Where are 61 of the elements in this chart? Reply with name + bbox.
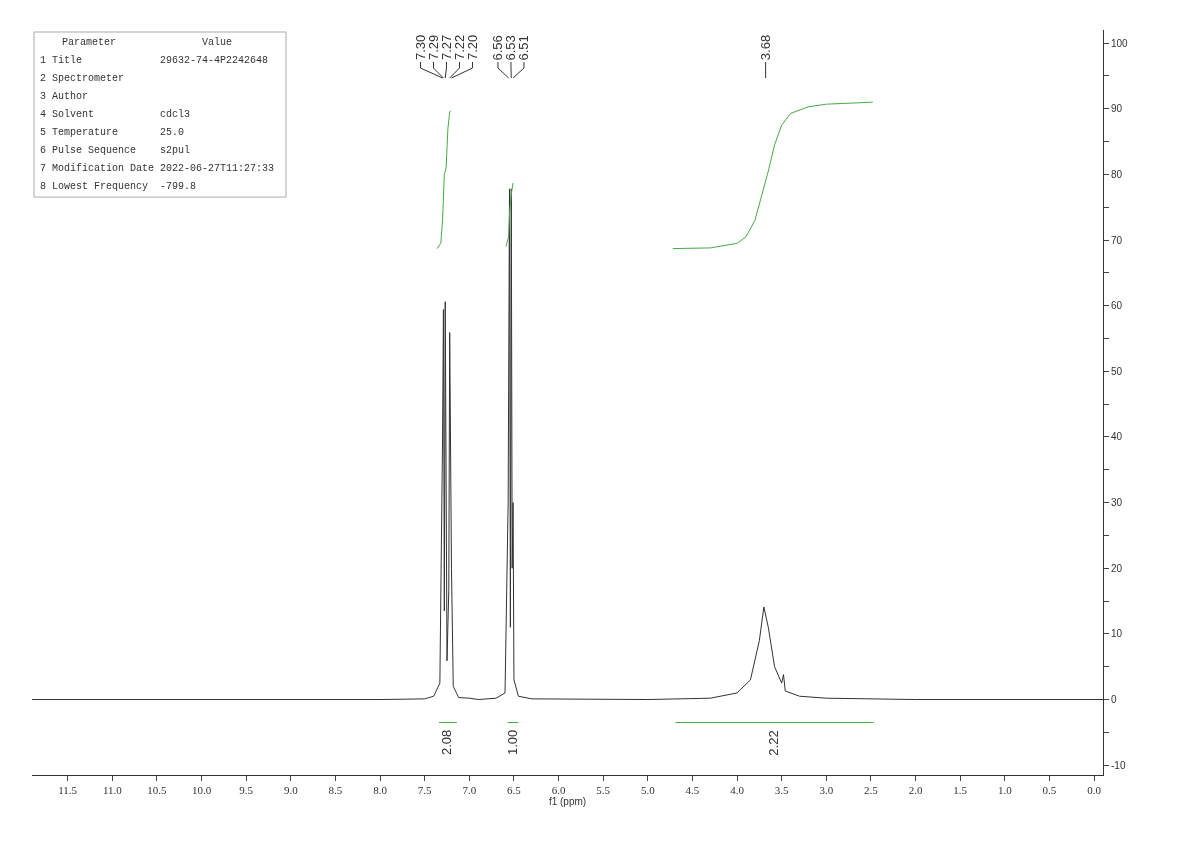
annotation: 8 Lowest Frequency -799.8	[40, 181, 197, 192]
x-tick-label: 0.0	[1087, 784, 1102, 797]
x-tick-label: 7.0	[462, 784, 477, 797]
x-tick-label: 6.0	[551, 784, 566, 797]
y-tick-label: 40	[1111, 431, 1123, 443]
y-tick-label: 50	[1111, 365, 1123, 377]
annotation: 6.51	[516, 35, 532, 61]
x-tick-label: 10.0	[191, 784, 212, 797]
x-tick-label: 4.5	[685, 784, 700, 797]
y-tick-label: 0	[1111, 694, 1117, 706]
y-tick-label: 80	[1111, 168, 1123, 180]
annotation: 1.00	[505, 729, 521, 756]
annotation: 7 Modification Date 2022-06-27T11:27:33	[40, 163, 275, 174]
x-tick-label: 2.5	[864, 784, 879, 797]
x-tick-label: 5.0	[640, 784, 656, 797]
x-tick-label: 3.5	[774, 784, 790, 797]
annotation: 6.56	[490, 35, 506, 61]
x-tick-label: 11.5	[58, 784, 78, 797]
x-tick-label: 6.5	[507, 784, 522, 797]
x-tick-label: 4.0	[730, 784, 745, 797]
x-tick-label: 11.0	[102, 784, 123, 797]
x-tick-label: 0.5	[1042, 784, 1057, 797]
x-tick-label: 1.0	[997, 784, 1013, 797]
text: 5 Temperature 25.0	[40, 127, 185, 138]
annotation: 3 Author	[40, 91, 89, 102]
x-tick-label: 3.0	[819, 784, 834, 797]
x-tick-label: 10.5	[147, 784, 168, 797]
x-axis-title: f1 (ppm)	[548, 796, 587, 808]
y-tick-label: 10	[1111, 628, 1123, 640]
annotation: 6.53	[503, 35, 519, 61]
annotation: 7.27	[438, 34, 454, 60]
y-tick-label: -10	[1111, 759, 1126, 771]
y-tick-label: 100	[1111, 37, 1129, 49]
annotation: 7.30	[412, 34, 428, 60]
text: 1 Title 29632-74-4P2242648	[40, 55, 269, 66]
x-tick-label: 5.5	[596, 784, 611, 797]
x-tick-label: 9.5	[239, 784, 254, 797]
annotation: 2.22	[765, 730, 781, 756]
y-tick-label: 20	[1111, 562, 1123, 574]
x-tick-label: 7.5	[417, 784, 433, 797]
annotation: 7.22	[451, 34, 467, 60]
text: 6 Pulse Sequence s2pul	[40, 145, 191, 156]
x-tick-label: 8.5	[328, 784, 343, 797]
y-tick-label: 90	[1111, 103, 1123, 115]
line-series	[436, 110, 452, 250]
x-tick-label: 1.5	[953, 784, 968, 797]
line-series	[672, 101, 874, 250]
annotation: 2 Spectrometer	[40, 73, 125, 84]
x-tick-label: 2.0	[908, 784, 923, 797]
annotation: 2.08	[439, 729, 455, 755]
y-tick-label: 60	[1111, 300, 1123, 312]
y-tick-label: 30	[1111, 497, 1123, 509]
y-tick-label: 70	[1111, 234, 1123, 246]
annotation: 7.29	[425, 34, 441, 60]
text: Parameter Value	[62, 37, 233, 48]
text: 4 Solvent cdcl3	[40, 109, 191, 120]
annotation: 7.20	[464, 34, 480, 60]
x-tick-label: 8.0	[373, 784, 388, 797]
annotation: 3.68	[758, 34, 774, 61]
x-tick-label: 9.0	[283, 784, 299, 797]
line-series	[505, 182, 514, 248]
